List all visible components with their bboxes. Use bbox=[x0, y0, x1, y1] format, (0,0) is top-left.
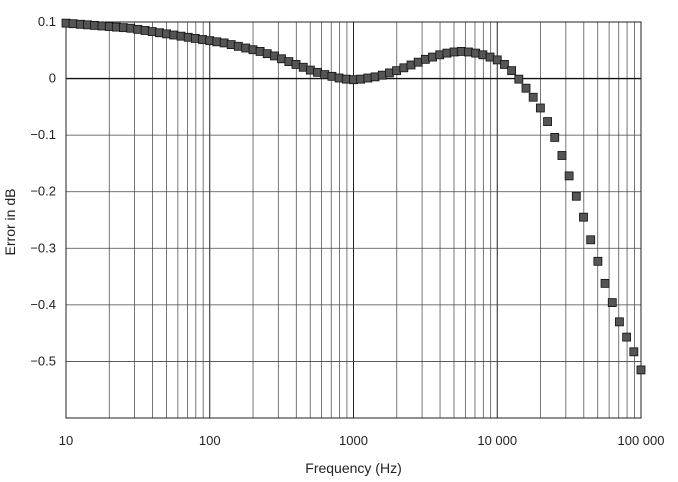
y-tick-label: −0.1 bbox=[30, 127, 56, 142]
data-point bbox=[392, 66, 402, 76]
data-point bbox=[212, 37, 222, 47]
data-series bbox=[61, 18, 646, 375]
y-tick-label: −0.4 bbox=[30, 297, 56, 312]
data-point bbox=[579, 212, 588, 222]
data-point bbox=[528, 92, 538, 102]
data-point bbox=[586, 235, 596, 245]
data-point bbox=[622, 332, 632, 342]
data-point bbox=[363, 73, 373, 83]
x-tick-label: 10 000 bbox=[477, 433, 517, 448]
y-tick-label: −0.3 bbox=[30, 240, 56, 255]
data-point bbox=[492, 55, 502, 65]
plot-frame bbox=[65, 21, 642, 419]
data-point bbox=[535, 103, 545, 113]
data-point bbox=[119, 23, 128, 33]
data-point bbox=[68, 19, 78, 29]
y-axis-tick-labels: 0.1 0 −0.1 −0.2 −0.3 −0.4 −0.5 bbox=[30, 14, 56, 368]
data-point bbox=[313, 67, 322, 77]
x-axis-title: Frequency (Hz) bbox=[305, 460, 401, 476]
data-point bbox=[607, 298, 617, 307]
y-tick-label: 0 bbox=[49, 71, 56, 86]
data-point bbox=[241, 43, 251, 53]
y-tick-label: 0.1 bbox=[38, 14, 56, 29]
data-point bbox=[233, 41, 243, 51]
x-tick-label: 1000 bbox=[339, 433, 368, 448]
data-point bbox=[564, 171, 574, 181]
data-point bbox=[198, 35, 207, 44]
data-point bbox=[277, 54, 286, 64]
y-tick-label: −0.5 bbox=[30, 353, 56, 368]
data-point bbox=[169, 30, 179, 40]
data-point bbox=[514, 74, 524, 84]
x-axis-tick-labels: 10 100 1000 10 000 100 000 bbox=[59, 433, 665, 448]
y-tick-label: −0.2 bbox=[30, 184, 56, 199]
data-point bbox=[557, 151, 567, 160]
data-point bbox=[543, 117, 552, 126]
data-point bbox=[262, 49, 272, 59]
data-point bbox=[571, 191, 581, 201]
data-point bbox=[600, 278, 610, 288]
data-point bbox=[90, 20, 99, 30]
data-point bbox=[636, 365, 646, 375]
data-point bbox=[615, 317, 624, 327]
data-point bbox=[593, 256, 603, 266]
data-point bbox=[550, 133, 560, 142]
x-tick-label: 100 000 bbox=[618, 433, 665, 448]
data-point bbox=[341, 74, 351, 84]
x-tick-label: 100 bbox=[199, 433, 221, 448]
data-point bbox=[507, 66, 517, 76]
x-tick-label: 10 bbox=[59, 433, 73, 448]
data-point bbox=[521, 83, 531, 93]
data-point bbox=[291, 60, 301, 69]
y-axis-title: Error in dB bbox=[2, 189, 18, 256]
data-point bbox=[629, 347, 639, 357]
data-point bbox=[147, 27, 157, 37]
data-point bbox=[97, 21, 107, 31]
data-point bbox=[500, 60, 509, 69]
data-point bbox=[133, 24, 143, 34]
